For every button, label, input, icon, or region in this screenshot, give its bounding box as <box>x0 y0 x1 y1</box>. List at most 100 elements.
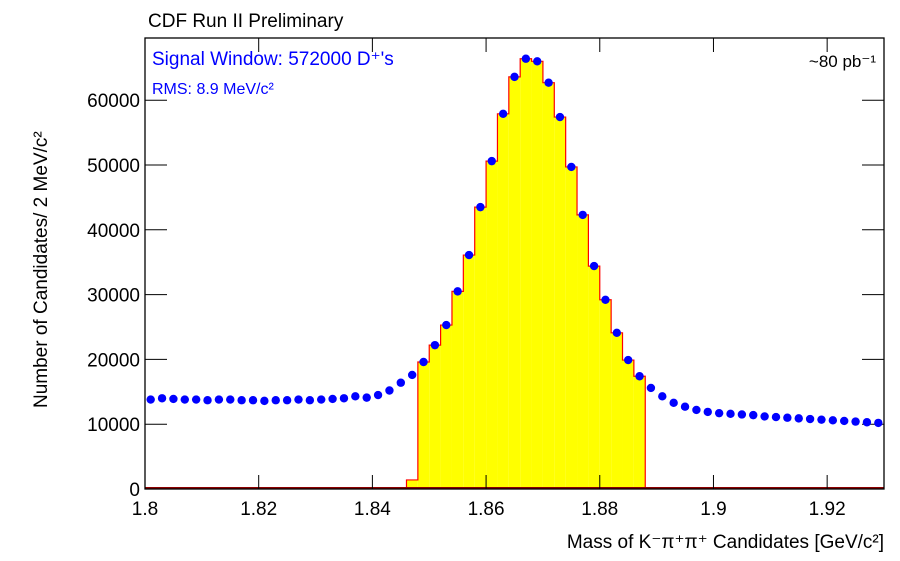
data-point <box>260 396 269 406</box>
data-point <box>498 109 508 119</box>
y-tick-label: 40000 <box>87 221 140 242</box>
data-point <box>533 57 542 66</box>
histogram-bar <box>463 255 475 489</box>
x-axis-label: Mass of K⁻π⁺π⁺ Candidates [GeV/c²] <box>567 532 884 553</box>
data-point <box>771 412 781 422</box>
histogram-bar <box>565 166 578 489</box>
data-point <box>646 383 656 393</box>
histogram-bar <box>429 345 441 489</box>
data-point <box>385 386 394 395</box>
data-point <box>464 250 474 260</box>
data-point <box>760 412 769 421</box>
data-point <box>214 395 224 404</box>
histogram-bar <box>406 479 418 489</box>
histogram-bar <box>451 291 464 489</box>
data-point <box>817 415 826 424</box>
data-point <box>612 328 622 338</box>
data-point <box>407 370 417 380</box>
data-point <box>828 416 838 425</box>
data-point <box>805 414 815 424</box>
data-point <box>453 287 462 296</box>
data-point <box>373 390 383 400</box>
y-tick-label: 30000 <box>87 286 140 307</box>
data-point <box>294 395 303 404</box>
histogram-bar <box>508 76 521 490</box>
histogram-bar <box>542 82 555 489</box>
annotation: RMS: 8.9 MeV/c² <box>152 81 274 98</box>
data-point <box>191 395 201 404</box>
data-point <box>544 78 553 87</box>
chart-title: CDF Run II Preliminary <box>148 11 344 32</box>
x-tick-label: 1.86 <box>468 499 505 520</box>
data-point <box>180 395 189 404</box>
data-point <box>442 320 451 330</box>
data-point <box>658 392 667 401</box>
data-point <box>783 413 792 422</box>
data-point <box>623 355 633 365</box>
data-point <box>282 396 292 405</box>
x-tick-label: 1.84 <box>354 499 391 520</box>
data-point <box>578 210 587 220</box>
data-point <box>794 414 803 423</box>
y-axis-label: Number of Candidates/ 2 MeV/c² <box>31 131 52 408</box>
histogram-bar <box>554 117 566 489</box>
data-point <box>157 394 167 403</box>
data-point <box>510 72 519 82</box>
histogram-bar <box>497 113 509 490</box>
data-point <box>601 295 610 304</box>
x-tick-label: 1.92 <box>809 499 846 520</box>
data-point <box>271 396 280 405</box>
data-point <box>476 202 485 212</box>
histogram-bar <box>417 361 430 489</box>
histogram-bar <box>588 266 600 489</box>
data-point <box>146 395 155 404</box>
plot-frame <box>144 37 885 490</box>
data-point <box>248 396 258 405</box>
data-point <box>430 340 440 350</box>
data-point <box>396 378 406 387</box>
data-point <box>521 54 531 63</box>
data-point <box>555 112 565 122</box>
data-point <box>328 394 337 404</box>
data-point <box>351 392 360 401</box>
data-point <box>851 417 860 426</box>
data-point <box>362 393 371 402</box>
histogram-bar <box>622 360 634 489</box>
data-point <box>305 396 315 405</box>
data-point <box>487 156 496 166</box>
annotation: Signal Window: 572000 D⁺'s <box>152 49 394 70</box>
x-tick-label: 1.8 <box>132 499 158 520</box>
histogram-bar <box>633 376 646 489</box>
histogram-bar <box>440 325 452 489</box>
histogram-bar <box>577 214 589 489</box>
x-tick-label: 1.88 <box>581 499 618 520</box>
data-point <box>419 357 428 367</box>
y-tick-label: 20000 <box>87 350 140 371</box>
y-tick-label: 0 <box>129 480 140 501</box>
y-tick-label: 50000 <box>87 156 140 177</box>
histogram-bar <box>520 58 532 490</box>
histogram-bar <box>611 332 623 489</box>
data-point <box>726 409 735 419</box>
data-point <box>169 394 178 404</box>
data-point <box>203 396 212 405</box>
data-point <box>589 261 599 271</box>
y-tick-label: 60000 <box>87 91 140 112</box>
data-point <box>669 398 678 408</box>
data-point <box>317 395 326 404</box>
data-point <box>874 418 883 428</box>
histogram-bar <box>474 207 487 489</box>
data-point <box>714 408 724 418</box>
y-tick-label: 10000 <box>87 415 140 436</box>
data-point <box>703 407 712 417</box>
data-point <box>635 372 644 381</box>
data-point <box>737 410 747 419</box>
data-point <box>339 394 349 403</box>
x-tick-label: 1.9 <box>700 499 726 520</box>
x-tick-label: 1.82 <box>240 499 277 520</box>
histogram-bar <box>486 161 498 490</box>
data-point <box>567 162 576 172</box>
data-point <box>749 410 758 420</box>
data-point <box>237 396 246 405</box>
